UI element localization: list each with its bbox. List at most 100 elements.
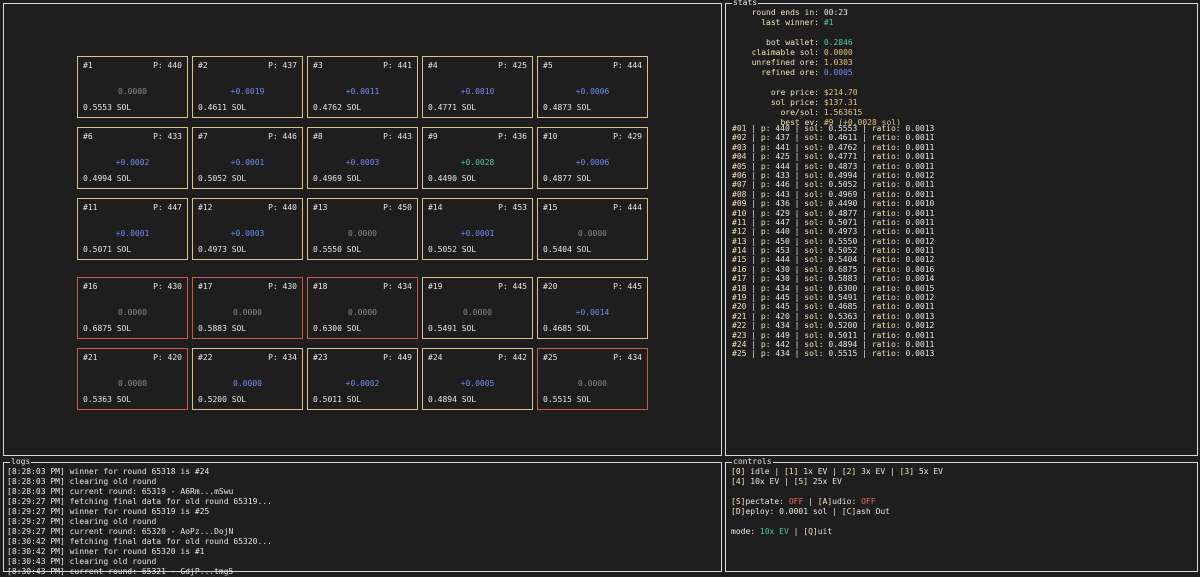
- grid-square[interactable]: #2 P: 437 +0.0019 0.4611 SOL: [192, 56, 303, 118]
- key-1x-ev[interactable]: [1]: [783, 467, 799, 476]
- row-sol-label: sol:: [804, 236, 829, 246]
- grid-square[interactable]: #7 P: 446 +0.0001 0.5052 SOL: [192, 127, 303, 189]
- key-cash-out[interactable]: [C]: [841, 507, 857, 516]
- refined-ore-label: refined ore:: [761, 68, 819, 77]
- grid-square[interactable]: #12 P: 440 +0.0003 0.4973 SOL: [192, 198, 303, 260]
- grid-square[interactable]: #19 P: 445 0.0000 0.5491 SOL: [422, 277, 533, 339]
- square-id: #13: [313, 203, 328, 212]
- grid-square[interactable]: #1 P: 440 0.0000 0.5553 SOL: [77, 56, 188, 118]
- mode-value: 10x EV: [759, 527, 789, 536]
- row-sep: |: [746, 321, 761, 331]
- grid-square[interactable]: #18 P: 434 0.0000 0.6300 SOL: [307, 277, 418, 339]
- row-sol-label: sol:: [804, 227, 829, 237]
- square-sol: 0.5515 SOL: [543, 395, 592, 404]
- controls-list: [0] idle | [1] 1x EV | [2] 3x EV | [3] 5…: [731, 467, 943, 537]
- row-sep: |: [857, 161, 872, 171]
- grid-square[interactable]: #15 P: 444 0.0000 0.5404 SOL: [537, 198, 648, 260]
- square-ev: 0.0000: [578, 229, 607, 238]
- mode-separator: |: [788, 527, 804, 536]
- square-id: #19: [428, 282, 443, 291]
- key-audio[interactable]: [A]: [817, 497, 833, 506]
- grid-square[interactable]: #10 P: 429 +0.0006 0.4877 SOL: [537, 127, 648, 189]
- grid-square[interactable]: #3 P: 441 +0.0011 0.4762 SOL: [307, 56, 418, 118]
- square-players: P: 437: [268, 61, 297, 70]
- grid-square[interactable]: #17 P: 430 0.0000 0.5883 SOL: [192, 277, 303, 339]
- row-ratio-value: 0.0011: [905, 217, 935, 227]
- grid-square[interactable]: #23 P: 449 +0.0002 0.5011 SOL: [307, 348, 418, 410]
- unrefined-ore-row: unrefined ore: 1.0303: [732, 58, 1193, 68]
- key-spectate[interactable]: [S]: [731, 497, 746, 506]
- grid-square[interactable]: #20 P: 445 +0.0014 0.4685 SOL: [537, 277, 648, 339]
- key-10x-ev[interactable]: [4]: [731, 477, 746, 486]
- 1x-ev-label: 1x EV |: [798, 467, 842, 476]
- ore-price-label: ore price:: [770, 88, 819, 97]
- mode-line: mode: 10x EV | [Q]uit: [731, 527, 943, 537]
- grid-square[interactable]: #4 P: 425 +0.0010 0.4771 SOL: [422, 56, 533, 118]
- key-idle[interactable]: [0]: [731, 467, 746, 476]
- row-sep: |: [746, 170, 761, 180]
- grid-square[interactable]: #5 P: 444 +0.0006 0.4873 SOL: [537, 56, 648, 118]
- row-p-label: p:: [760, 330, 776, 340]
- square-ev: +0.0001: [460, 229, 495, 238]
- square-sol: 0.4894 SOL: [428, 395, 477, 404]
- row-sep: |: [746, 283, 761, 293]
- stats-table-row: #10 | p: 429 | sol: 0.4877 | ratio: 0.00…: [732, 209, 934, 218]
- key-quit[interactable]: [Q]: [803, 527, 818, 536]
- controls-panel-title: controls: [732, 457, 773, 467]
- key-5x-ev[interactable]: [3]: [899, 467, 915, 476]
- key-3x-ev[interactable]: [2]: [841, 467, 857, 476]
- log-line: [8:29:27 PM] winner for round 65319 is #…: [7, 507, 210, 516]
- grid-square[interactable]: #22 P: 434 0.0000 0.5200 SOL: [192, 348, 303, 410]
- 25x-ev-label: 25x EV: [808, 477, 842, 486]
- key-deploy[interactable]: [D]: [731, 507, 746, 516]
- square-id: #2: [198, 61, 208, 70]
- grid-panel: #1 P: 440 0.0000 0.5553 SOL #2 P: 437 +0.0019 0…: [3, 3, 722, 456]
- row-sep: |: [857, 349, 872, 359]
- row-sep: |: [789, 142, 805, 152]
- best-ev-label: best ev:: [780, 118, 819, 127]
- grid-square[interactable]: #8 P: 443 +0.0003 0.4969 SOL: [307, 127, 418, 189]
- row-ratio-value: 0.0013: [905, 349, 935, 359]
- row-sol-label: sol:: [804, 339, 829, 349]
- square-id: #21: [83, 353, 98, 362]
- row-p-value: 442: [775, 339, 790, 349]
- row-p-value: 425: [775, 152, 790, 162]
- square-sol: 0.5052 SOL: [198, 174, 247, 183]
- key-25x-ev[interactable]: [5]: [793, 477, 809, 486]
- row-p-value: 453: [775, 246, 790, 256]
- grid-square[interactable]: #9 P: 436 +0.0028 0.4490 SOL: [422, 127, 533, 189]
- grid-square[interactable]: #11 P: 447 +0.0001 0.5071 SOL: [77, 198, 188, 260]
- row-ratio-value: 0.0011: [905, 302, 935, 312]
- row-sol-value: 0.5491: [828, 293, 858, 303]
- square-ev: 0.0000: [118, 379, 147, 388]
- row-sol-value: 0.5363: [828, 311, 858, 321]
- row-ratio-label: ratio:: [871, 283, 906, 293]
- quit-label: uit: [817, 527, 833, 536]
- grid-square[interactable]: #13 P: 450 0.0000 0.5550 SOL: [307, 198, 418, 260]
- square-sol: 0.5011 SOL: [313, 395, 362, 404]
- grid-square[interactable]: #25 P: 434 0.0000 0.5515 SOL: [537, 348, 648, 410]
- grid-square[interactable]: #6 P: 433 +0.0002 0.4994 SOL: [77, 127, 188, 189]
- grid-square[interactable]: #24 P: 442 +0.0005 0.4894 SOL: [422, 348, 533, 410]
- row-id: #25: [732, 349, 747, 359]
- square-id: #25: [543, 353, 558, 362]
- row-sol-label: sol:: [804, 264, 829, 274]
- row-id: #23: [732, 330, 747, 340]
- grid-square[interactable]: #14 P: 453 +0.0001 0.5052 SOL: [422, 198, 533, 260]
- row-id: #03: [732, 142, 747, 152]
- row-sep: |: [746, 274, 761, 284]
- row-id: #07: [732, 180, 747, 190]
- claimable-sol-value: 0.0000: [823, 48, 853, 57]
- square-sol: 0.4611 SOL: [198, 103, 247, 112]
- row-p-value: 445: [775, 302, 790, 312]
- row-ratio-value: 0.0011: [905, 152, 935, 162]
- row-sep: |: [857, 180, 872, 190]
- row-sep: |: [746, 217, 761, 227]
- square-ev: 0.0000: [118, 87, 147, 96]
- row-ratio-value: 0.0016: [905, 264, 935, 274]
- grid-square[interactable]: #16 P: 430 0.0000 0.6875 SOL: [77, 277, 188, 339]
- row-sol-value: 0.5404: [828, 255, 858, 265]
- unrefined-ore-value: 1.0303: [823, 58, 853, 67]
- grid-square[interactable]: #21 P: 420 0.0000 0.5363 SOL: [77, 348, 188, 410]
- controls-panel: controls [0] idle | [1] 1x EV | [2] 3x E…: [725, 457, 1198, 572]
